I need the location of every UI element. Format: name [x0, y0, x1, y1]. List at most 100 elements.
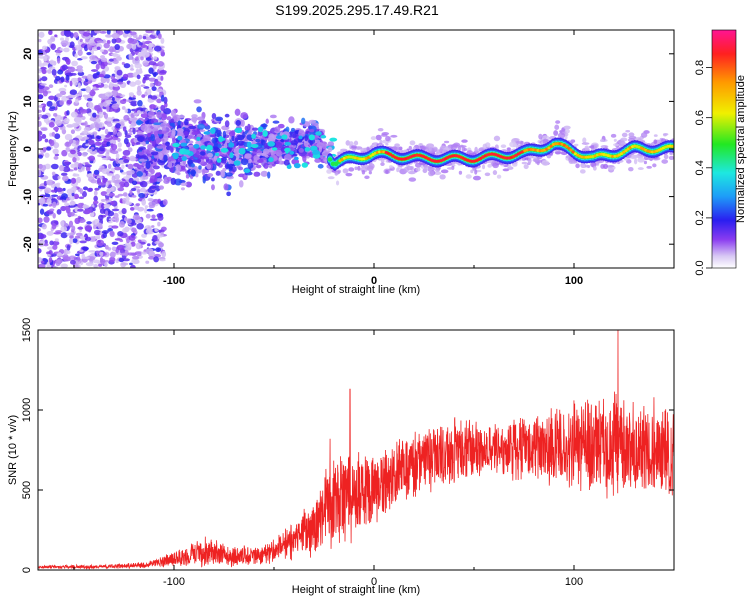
spectrogram-cell — [85, 166, 90, 171]
spectrogram-cell — [51, 223, 57, 230]
spectrogram-cell — [175, 164, 181, 172]
spectrogram-cell — [63, 117, 70, 124]
spectrogram-cell — [226, 175, 235, 180]
spectrogram-cell — [158, 229, 165, 233]
spectrogram-cell — [93, 195, 98, 202]
spectrogram-cell — [268, 164, 273, 169]
spectrogram-cell — [100, 63, 106, 70]
spectrogram-cell — [267, 136, 274, 142]
spectrogram-cell — [90, 146, 95, 150]
spectrogram-cell — [94, 30, 101, 34]
spectrogram-x-tick-label: -100 — [163, 275, 185, 287]
spectrogram-cell — [38, 68, 42, 74]
spectrogram-cell — [142, 60, 149, 66]
spectrogram-cell — [129, 155, 136, 162]
spectrogram-cell — [108, 192, 115, 197]
spectrogram-cell — [92, 259, 100, 264]
spectrogram-cell — [269, 114, 277, 119]
spectrogram-cell — [42, 55, 48, 59]
spectrogram-cell — [86, 221, 92, 225]
spectrogram-cell — [86, 73, 93, 81]
spectrogram-cell — [78, 30, 85, 35]
spectrogram-cell — [38, 198, 46, 204]
spectrogram-cell — [113, 179, 121, 184]
spectrogram-cell — [653, 134, 658, 137]
spectrogram-cell — [156, 88, 163, 93]
spectrogram-cell — [138, 192, 146, 199]
spectrogram-cell — [38, 31, 45, 38]
spectrogram-cell — [56, 57, 61, 64]
spectrogram-cell — [143, 74, 151, 77]
spectrogram-cell — [160, 104, 166, 112]
spectrogram-cell — [41, 223, 47, 230]
spectrogram-cell — [97, 182, 106, 186]
spectrogram-cell — [81, 115, 86, 120]
spectrogram-cell — [440, 169, 449, 174]
spectrogram-cell — [154, 81, 162, 87]
spectrogram-cell — [152, 65, 157, 70]
spectrogram-cell — [109, 46, 114, 53]
spectrogram-cell — [44, 187, 52, 194]
spectrogram-cell — [321, 144, 327, 150]
spectrogram-cell — [139, 187, 147, 193]
spectrogram-cell — [149, 175, 158, 183]
spectrogram-y-tick-label: -20 — [22, 236, 34, 252]
spectrogram-cell — [246, 134, 253, 141]
spectrogram-cell — [100, 198, 107, 202]
spectrogram-y-axis-label: Frequency (Hz) — [7, 111, 19, 187]
spectrogram-cell — [46, 251, 51, 255]
spectrogram-cell — [73, 167, 78, 171]
spectrogram-cell — [151, 214, 156, 219]
spectrogram-cell — [159, 69, 167, 74]
spectrogram-cell — [83, 126, 91, 132]
spectrogram-cell — [74, 217, 81, 225]
spectrogram-cell — [213, 143, 218, 148]
spectrogram-cell — [117, 231, 124, 237]
spectrogram-cell — [140, 84, 146, 88]
spectrogram-cell — [66, 244, 71, 251]
spectrogram-cell — [185, 181, 193, 188]
spectrogram-cell — [109, 158, 115, 162]
spectrogram-cell — [141, 94, 146, 98]
spectrogram-cell — [116, 131, 122, 137]
spectrogram-cell — [123, 114, 130, 121]
spectrogram-cell — [153, 56, 158, 60]
spectrogram-cell — [75, 140, 80, 146]
spectrogram-cell — [628, 132, 635, 137]
spectrogram-cell — [263, 162, 269, 169]
spectrogram-cell — [69, 200, 76, 206]
spectrogram-cell — [123, 137, 129, 145]
spectrogram-cell — [60, 37, 65, 41]
spectrogram-cell — [40, 83, 47, 86]
spectrogram-cell — [44, 163, 51, 170]
colorbar-tick-label: 0.8 — [694, 60, 706, 75]
spectrogram-cell — [121, 208, 127, 215]
spectrogram-cell — [135, 69, 143, 74]
spectrogram-cell — [73, 264, 78, 268]
spectrogram-cell — [40, 260, 45, 264]
spectrogram-cell — [116, 69, 123, 76]
spectrogram-cell — [68, 44, 75, 49]
spectrogram-cell — [443, 140, 450, 144]
spectrogram-cell — [118, 78, 124, 83]
spectrogram-cell — [77, 82, 81, 89]
spectrogram-cell — [111, 38, 117, 44]
spectrogram-cell — [120, 171, 128, 175]
spectrogram-cell — [70, 149, 76, 155]
spectrogram-cell — [136, 188, 141, 193]
spectrogram-cell — [117, 193, 124, 197]
spectrogram-cell — [64, 206, 70, 210]
spectrogram-cell — [111, 103, 120, 110]
spectrogram-cell — [140, 124, 148, 131]
spectrogram-cell — [253, 154, 260, 161]
spectrogram-cell — [582, 137, 587, 144]
spectrogram-cell — [209, 127, 216, 134]
spectrogram-cell — [130, 241, 136, 247]
spectrogram-y-tick-label: 0 — [22, 146, 34, 152]
spectrogram-cell — [284, 141, 291, 146]
spectrogram-cell — [329, 137, 338, 142]
spectrogram-cell — [105, 117, 114, 122]
spectrogram-cell — [238, 180, 244, 188]
spectrogram-cell — [59, 100, 65, 106]
spectrogram-cell — [60, 76, 65, 83]
